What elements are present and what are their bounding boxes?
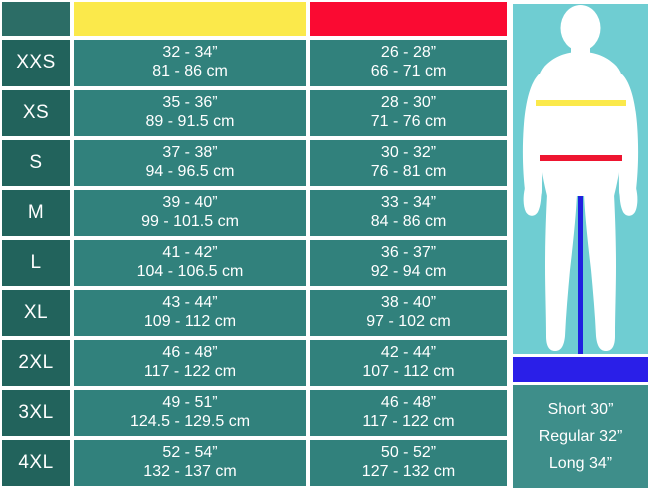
waist-value: 30 - 32” 76 - 81 cm: [308, 138, 509, 188]
waist-cm: 71 - 76 cm: [370, 113, 447, 130]
inseam-regular-label: Regular 32”: [538, 427, 623, 445]
waist-cm: 92 - 94 cm: [370, 263, 447, 280]
size-label: 3XL: [0, 388, 72, 438]
waist-cm: 76 - 81 cm: [370, 163, 447, 180]
size-label: 4XL: [0, 438, 72, 488]
inseam-long-label: Long 34”: [548, 454, 613, 472]
waist-inches: 46 - 48”: [380, 394, 437, 412]
size-label: M: [0, 188, 72, 238]
size-label: XXS: [0, 38, 72, 88]
chest-value: 43 - 44” 109 - 112 cm: [72, 288, 308, 338]
chest-inches: 39 - 40”: [162, 194, 218, 212]
waist-inches: 30 - 32”: [380, 144, 437, 162]
waist-cm: 107 - 112 cm: [362, 363, 455, 380]
size-label: 2XL: [0, 338, 72, 388]
chest-cm: 124.5 - 129.5 cm: [129, 413, 251, 430]
waist-cm: 97 - 102 cm: [366, 313, 451, 330]
chest-value: 32 - 34” 81 - 86 cm: [72, 38, 308, 88]
inseam-legend-bar: [513, 357, 648, 382]
table-header-size: [0, 0, 72, 38]
chest-cm: 89 - 91.5 cm: [145, 113, 235, 130]
waist-value: 46 - 48” 117 - 122 cm: [308, 388, 509, 438]
waist-inches: 28 - 30”: [380, 94, 437, 112]
inseam-short-label: Short 30”: [547, 400, 614, 418]
human-silhouette-icon: [522, 5, 639, 351]
chest-value: 52 - 54” 132 - 137 cm: [72, 438, 308, 488]
waist-value: 28 - 30” 71 - 76 cm: [308, 88, 509, 138]
waist-cm: 127 - 132 cm: [361, 463, 456, 480]
waist-value: 36 - 37” 92 - 94 cm: [308, 238, 509, 288]
chest-inches: 49 - 51”: [162, 394, 218, 412]
chest-value: 41 - 42” 104 - 106.5 cm: [72, 238, 308, 288]
waist-cm: 84 - 86 cm: [370, 213, 447, 230]
chest-inches: 43 - 44”: [162, 294, 218, 312]
body-figure-stage: [513, 4, 648, 354]
chest-value: 39 - 40” 99 - 101.5 cm: [72, 188, 308, 238]
waist-measure-line: [540, 155, 622, 161]
chest-cm: 99 - 101.5 cm: [141, 213, 239, 230]
waist-value: 42 - 44” 107 - 112 cm: [308, 338, 509, 388]
chest-inches: 52 - 54”: [162, 444, 218, 462]
waist-cm: 117 - 122 cm: [362, 413, 455, 430]
chest-value: 46 - 48” 117 - 122 cm: [72, 338, 308, 388]
waist-inches: 38 - 40”: [380, 294, 437, 312]
chest-cm: 104 - 106.5 cm: [136, 263, 244, 280]
size-label: S: [0, 138, 72, 188]
size-label: L: [0, 238, 72, 288]
chest-inches: 37 - 38”: [162, 144, 218, 162]
waist-value: 33 - 34” 84 - 86 cm: [308, 188, 509, 238]
waist-value: 38 - 40” 97 - 102 cm: [308, 288, 509, 338]
chest-cm: 94 - 96.5 cm: [145, 163, 235, 180]
inseam-length-options: Short 30” Regular 32” Long 34”: [513, 385, 648, 488]
chest-cm: 109 - 112 cm: [143, 313, 237, 330]
chest-cm: 81 - 86 cm: [152, 63, 228, 80]
waist-value: 50 - 52” 127 - 132 cm: [308, 438, 509, 488]
chest-cm: 117 - 122 cm: [143, 363, 237, 380]
waist-value: 26 - 28” 66 - 71 cm: [308, 38, 509, 88]
chest-inches: 32 - 34”: [162, 44, 218, 62]
waist-cm: 66 - 71 cm: [370, 63, 447, 80]
waist-inches: 33 - 34”: [380, 194, 437, 212]
waist-inches: 26 - 28”: [380, 44, 437, 62]
size-label: XL: [0, 288, 72, 338]
chest-value: 49 - 51” 124.5 - 129.5 cm: [72, 388, 308, 438]
waist-inches: 50 - 52”: [380, 444, 437, 462]
figure-panel: Short 30” Regular 32” Long 34”: [513, 0, 650, 488]
size-label: XS: [0, 88, 72, 138]
chest-cm: 132 - 137 cm: [143, 463, 237, 480]
chest-value: 35 - 36” 89 - 91.5 cm: [72, 88, 308, 138]
size-table-panel: XXS 32 - 34” 81 - 86 cm 26 - 28” 66 - 71…: [0, 0, 509, 488]
table-header-waist: [308, 0, 509, 38]
chest-inches: 35 - 36”: [162, 94, 218, 112]
inseam-measure-line: [578, 196, 583, 354]
chest-inches: 46 - 48”: [162, 344, 218, 362]
chest-measure-line: [536, 100, 626, 106]
chest-inches: 41 - 42”: [162, 244, 218, 262]
waist-inches: 42 - 44”: [380, 344, 437, 362]
size-table: XXS 32 - 34” 81 - 86 cm 26 - 28” 66 - 71…: [0, 0, 509, 488]
table-header-chest: [72, 0, 308, 38]
waist-inches: 36 - 37”: [380, 244, 437, 262]
chest-value: 37 - 38” 94 - 96.5 cm: [72, 138, 308, 188]
